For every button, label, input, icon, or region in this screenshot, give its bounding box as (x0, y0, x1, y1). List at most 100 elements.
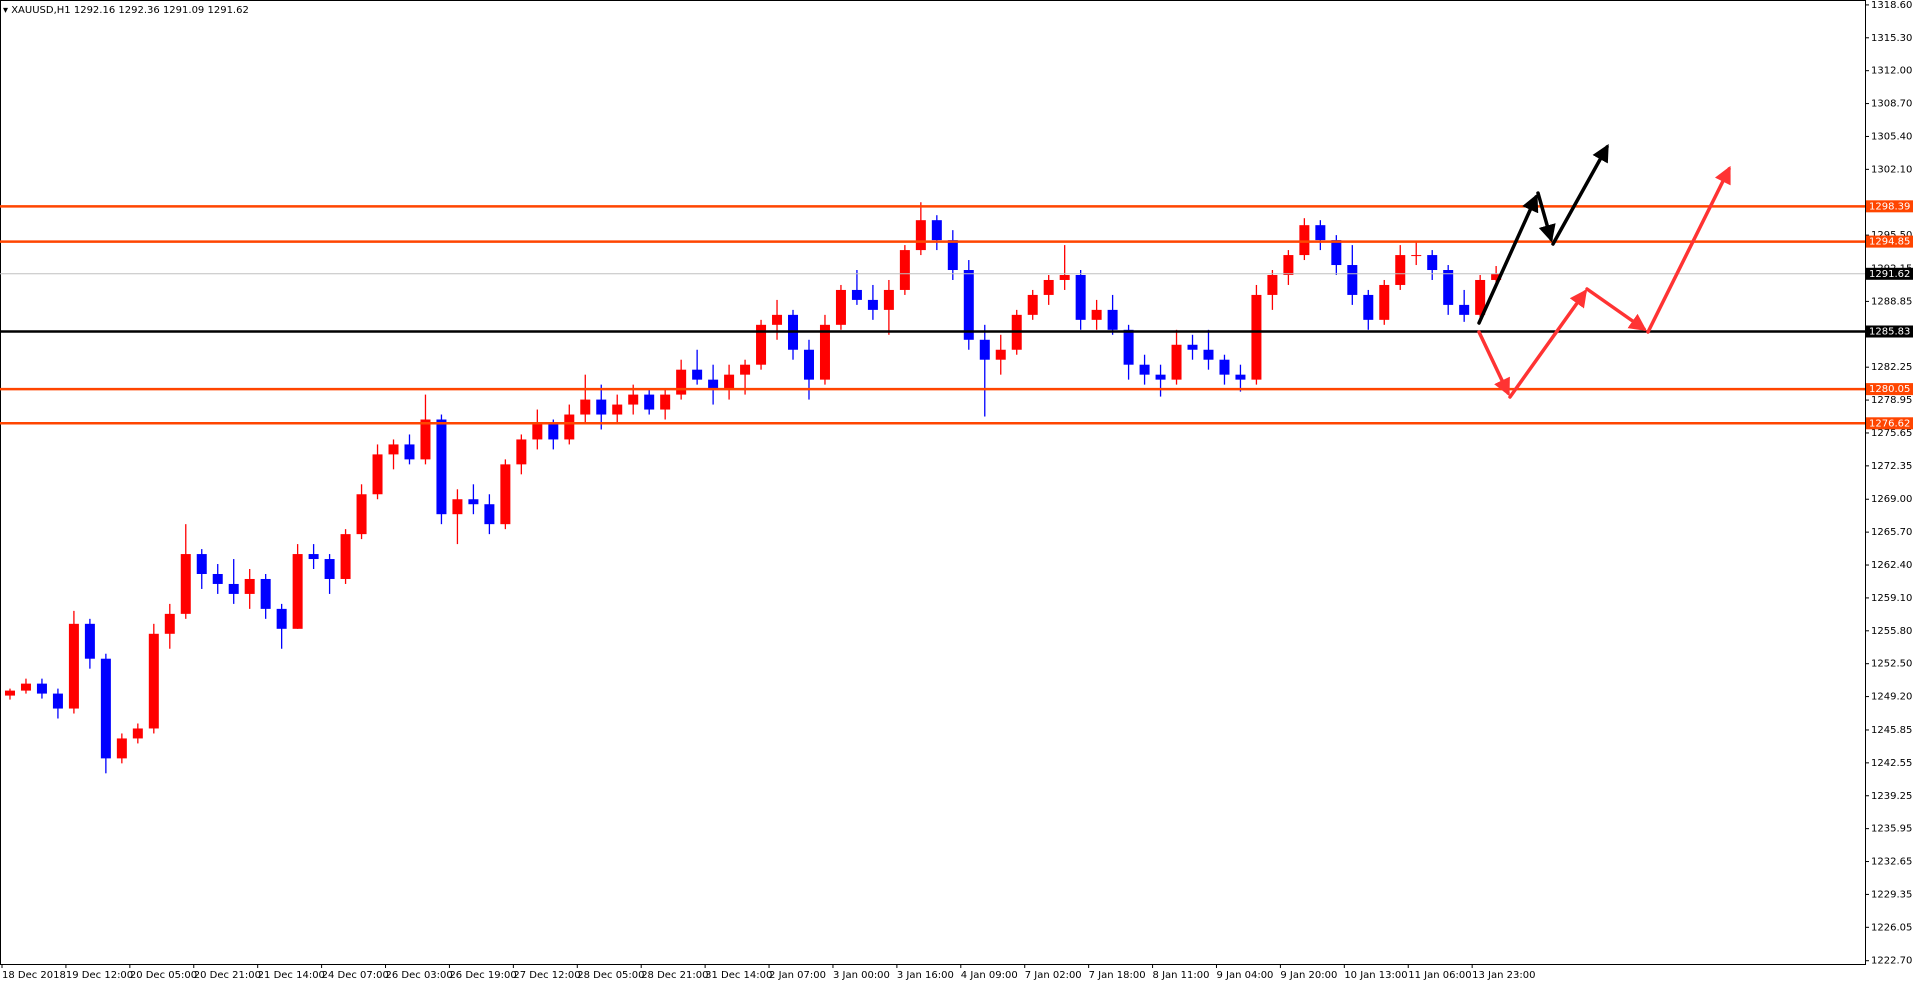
candle-body (484, 504, 495, 525)
candle-body (756, 324, 767, 365)
level-label-box (1866, 200, 1913, 213)
candle-body (1171, 344, 1182, 380)
arrow (1646, 165, 1731, 334)
candle-body (1075, 274, 1086, 320)
x-tick-label: 28 Dec 05:00 (577, 970, 644, 981)
y-tick-label: 1235.95 (1871, 824, 1912, 835)
candle-body (1107, 309, 1118, 330)
header-icon: ▾ (3, 5, 11, 16)
candle-body (867, 299, 878, 310)
candle-body (228, 583, 239, 594)
candle-body (676, 369, 687, 395)
x-tick-label: 7 Jan 18:00 (1089, 970, 1146, 981)
y-tick-label: 1269.00 (1871, 494, 1912, 505)
y-tick-label: 1312.00 (1871, 66, 1912, 77)
candle-body (1043, 279, 1054, 295)
y-tick-label: 1318.60 (1871, 0, 1912, 11)
x-tick-label: 11 Jan 06:00 (1408, 970, 1471, 981)
y-tick-label: 1262.40 (1871, 560, 1912, 571)
candle-body (36, 683, 47, 694)
y-tick-label: 1242.55 (1871, 758, 1912, 769)
x-tick-label: 13 Jan 23:00 (1472, 970, 1535, 981)
y-tick-label: 1252.50 (1871, 659, 1912, 670)
candle-body (100, 658, 111, 759)
level-label: 1291.62 (1869, 269, 1910, 280)
candle-body (1411, 255, 1422, 257)
candle-body (420, 419, 431, 460)
y-tick-label: 1249.20 (1871, 692, 1912, 703)
candle-body (851, 289, 862, 300)
arrow (1585, 287, 1647, 332)
candle-body (1059, 274, 1070, 280)
candle-body (1187, 344, 1198, 350)
y-tick-label: 1272.35 (1871, 461, 1912, 472)
candle-body (1475, 279, 1486, 315)
candle-body (1491, 273, 1502, 280)
candle-body (1459, 304, 1470, 315)
candle-body (436, 419, 447, 515)
candle-body (1363, 294, 1374, 320)
candle-body (612, 404, 623, 415)
candle-body (772, 314, 783, 325)
candle-body (20, 683, 31, 691)
candle-body (1123, 329, 1134, 365)
y-tick-label: 1265.70 (1871, 527, 1912, 538)
candle-body (931, 220, 942, 241)
x-tick-label: 7 Jan 02:00 (1025, 970, 1082, 981)
x-tick-label: 3 Jan 16:00 (897, 970, 954, 981)
x-tick-label: 24 Dec 07:00 (322, 970, 389, 981)
candle-body (324, 559, 335, 579)
candle-body (740, 364, 751, 375)
candle-body (1235, 374, 1246, 380)
candle-body (148, 633, 159, 729)
y-tick-label: 1305.40 (1871, 131, 1912, 142)
level-label: 1280.05 (1869, 384, 1910, 395)
candle-body (1283, 255, 1294, 275)
x-tick-label: 20 Dec 21:00 (194, 970, 261, 981)
x-tick-label: 20 Dec 05:00 (130, 970, 197, 981)
y-tick-label: 1288.85 (1871, 296, 1912, 307)
candle-body (692, 369, 703, 380)
candle-body (308, 554, 319, 560)
candle-body (724, 374, 735, 390)
candle-body (500, 464, 511, 525)
arrow (1536, 191, 1556, 243)
candle-body (196, 554, 207, 574)
candle-body (532, 424, 543, 440)
candle-body (52, 693, 63, 709)
level-label-box (1866, 267, 1913, 280)
y-tick-label: 1222.70 (1871, 956, 1912, 967)
candle-body (372, 454, 383, 495)
candle-body (116, 738, 127, 759)
candle-body (260, 578, 271, 609)
arrow (1477, 330, 1510, 397)
y-tick-label: 1302.10 (1871, 164, 1912, 175)
candle-body (995, 349, 1006, 360)
y-tick-label: 1275.65 (1871, 428, 1912, 439)
candle-body (1331, 240, 1342, 266)
candle-body (1027, 294, 1038, 315)
x-tick-label: 8 Jan 11:00 (1153, 970, 1210, 981)
candle-body (660, 394, 671, 410)
level-label: 1276.62 (1869, 418, 1910, 429)
header-open: 1292.16 (74, 5, 115, 16)
candle-body (803, 349, 814, 380)
y-tick-label: 1232.65 (1871, 857, 1912, 868)
y-tick-label: 1229.35 (1871, 889, 1912, 900)
candle-body (1091, 309, 1102, 320)
level-label-box (1866, 417, 1913, 430)
candle-body (4, 690, 15, 696)
level-label: 1285.83 (1869, 327, 1910, 338)
candle-body (1379, 284, 1390, 320)
candle-body (1219, 359, 1230, 375)
x-tick-label: 9 Jan 04:00 (1216, 970, 1273, 981)
candle-body (1315, 225, 1326, 241)
candle-body (883, 289, 894, 310)
candle-body (548, 424, 559, 440)
candle-body (644, 394, 655, 410)
plot-layer (0, 202, 1865, 774)
symbol: XAUUSD,H1 (11, 5, 70, 16)
candle-body (1427, 255, 1438, 271)
x-tick-label: 28 Dec 21:00 (641, 970, 708, 981)
